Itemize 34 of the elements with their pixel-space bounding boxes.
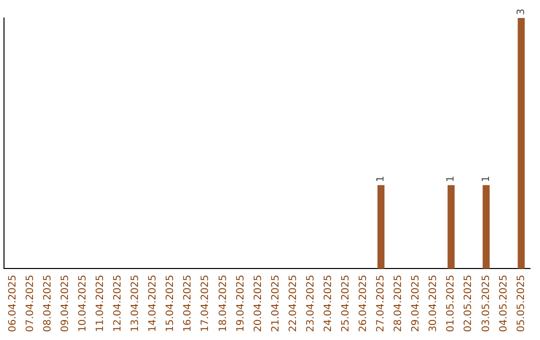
x-tick-label: 28.04.2025 [393,274,404,332]
data-label: 1 [446,176,457,182]
x-tick-label: 17.04.2025 [200,274,212,332]
data-label: 1 [376,176,387,182]
x-tick-label: 12.04.2025 [112,274,124,332]
x-tick-label: 13.04.2025 [130,274,142,332]
x-tick-label: 10.04.2025 [77,274,88,332]
x-tick-label: 27.04.2025 [376,274,387,332]
x-tick-label: 11.04.2025 [95,274,106,332]
data-label: 1 [480,176,492,182]
x-tick-label: 02.05.2025 [463,274,474,332]
x-tick-label: 19.04.2025 [235,274,246,332]
x-tick-label: 29.04.2025 [410,274,422,332]
x-tick-label: 08.04.2025 [42,274,54,332]
x-tick-label: 21.04.2025 [270,274,282,332]
x-tick-label: 04.05.2025 [498,274,510,332]
x-tick-label: 06.04.2025 [7,274,18,332]
x-tick-label: 25.04.2025 [340,274,352,332]
x-tick-label: 18.04.2025 [218,274,229,332]
x-tick-label: 01.05.2025 [446,274,457,332]
x-tick-label: 30.04.2025 [428,274,440,332]
x-tick-label: 07.04.2025 [24,274,36,332]
x-tick-label: 24.04.2025 [322,274,334,332]
x-tick-label: 09.04.2025 [60,274,71,332]
x-tick-label: 03.05.2025 [480,274,492,332]
data-label: 3 [516,8,527,15]
x-tick-label: 16.04.2025 [182,274,194,332]
x-tick-label: 20.04.2025 [252,274,264,332]
x-tick-label: 15.04.2025 [165,274,176,332]
x-tick-label: 14.04.2025 [148,274,159,332]
x-tick-label: 22.04.2025 [288,274,299,332]
x-tick-label: 05.05.2025 [516,274,527,332]
x-tick-label: 23.04.2025 [305,274,316,332]
x-tick-label: 26.04.2025 [358,274,370,332]
